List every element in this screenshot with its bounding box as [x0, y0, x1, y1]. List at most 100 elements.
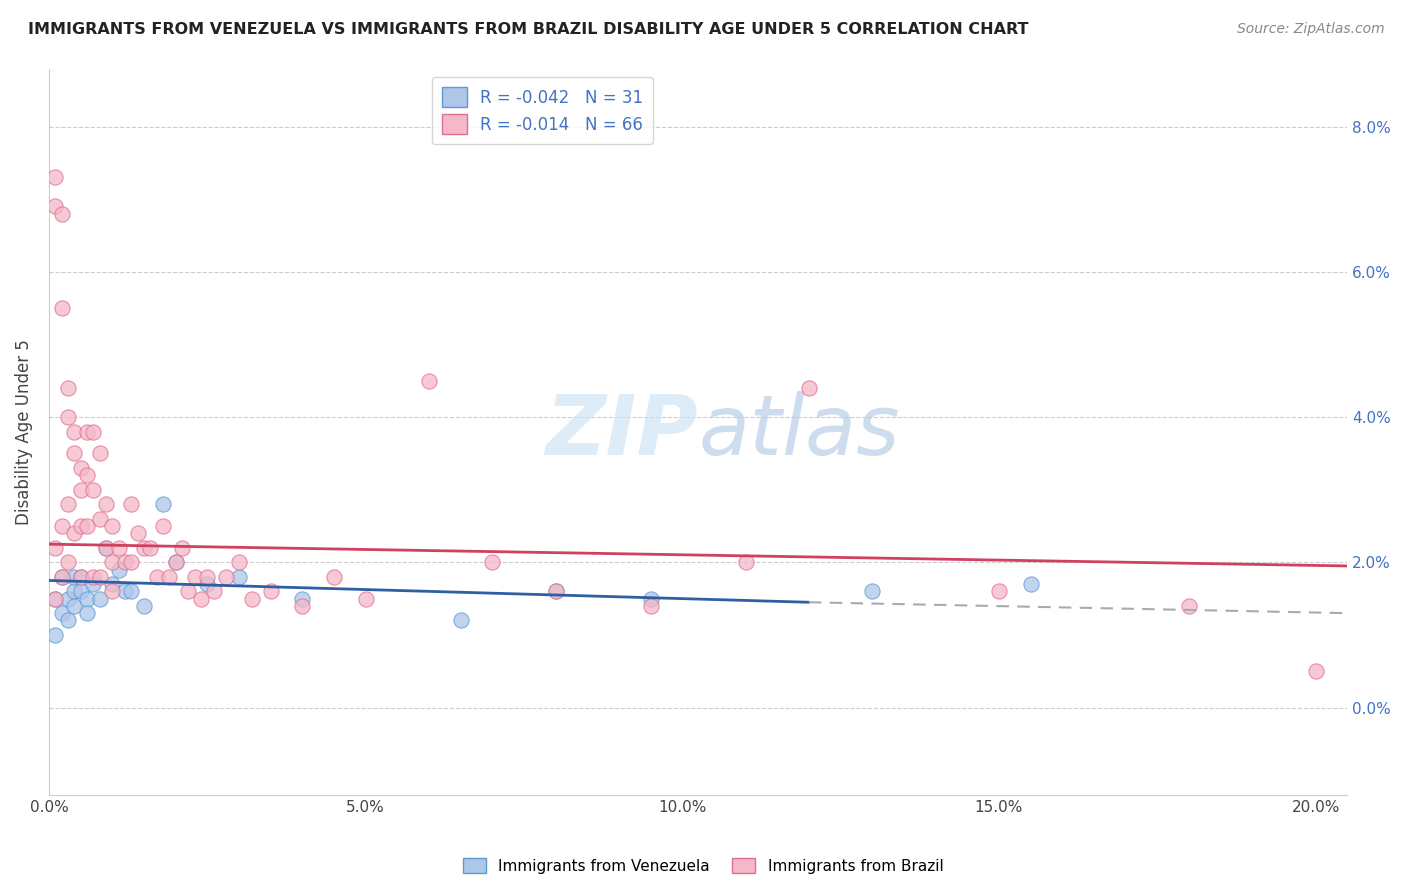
Point — [44, 541, 66, 555]
Point — [1305, 665, 1327, 679]
Point — [76, 591, 98, 606]
Point — [51, 301, 73, 315]
Point — [82, 577, 104, 591]
Point — [120, 584, 142, 599]
Point — [69, 483, 91, 497]
Point — [190, 591, 212, 606]
Point — [101, 584, 124, 599]
Legend: Immigrants from Venezuela, Immigrants from Brazil: Immigrants from Venezuela, Immigrants fr… — [457, 852, 949, 880]
Point — [132, 599, 155, 613]
Point — [291, 599, 314, 613]
Point — [89, 512, 111, 526]
Point — [139, 541, 162, 555]
Y-axis label: Disability Age Under 5: Disability Age Under 5 — [15, 339, 32, 524]
Point — [69, 519, 91, 533]
Point — [89, 591, 111, 606]
Text: atlas: atlas — [699, 391, 900, 472]
Point — [1019, 577, 1042, 591]
Point — [69, 570, 91, 584]
Point — [323, 570, 346, 584]
Point — [450, 614, 472, 628]
Point — [183, 570, 205, 584]
Point — [51, 570, 73, 584]
Point — [195, 570, 218, 584]
Point — [1178, 599, 1201, 613]
Point — [240, 591, 263, 606]
Point — [76, 425, 98, 439]
Point — [69, 570, 91, 584]
Point — [63, 599, 86, 613]
Point — [120, 555, 142, 569]
Point — [228, 555, 250, 569]
Point — [51, 570, 73, 584]
Point — [89, 570, 111, 584]
Point — [215, 570, 238, 584]
Point — [56, 614, 79, 628]
Point — [114, 584, 136, 599]
Point — [63, 425, 86, 439]
Point — [195, 577, 218, 591]
Point — [145, 570, 167, 584]
Point — [82, 425, 104, 439]
Point — [56, 555, 79, 569]
Point — [76, 468, 98, 483]
Point — [82, 570, 104, 584]
Point — [82, 483, 104, 497]
Point — [202, 584, 225, 599]
Point — [152, 519, 174, 533]
Point — [152, 497, 174, 511]
Point — [94, 541, 117, 555]
Text: ZIP: ZIP — [546, 391, 699, 472]
Point — [107, 541, 129, 555]
Point — [56, 381, 79, 395]
Legend: R = -0.042   N = 31, R = -0.014   N = 66: R = -0.042 N = 31, R = -0.014 N = 66 — [432, 77, 652, 145]
Point — [291, 591, 314, 606]
Point — [544, 584, 567, 599]
Point — [544, 584, 567, 599]
Point — [56, 410, 79, 425]
Point — [797, 381, 820, 395]
Point — [640, 591, 662, 606]
Point — [157, 570, 180, 584]
Point — [51, 207, 73, 221]
Point — [734, 555, 756, 569]
Point — [44, 199, 66, 213]
Point — [63, 570, 86, 584]
Point — [228, 570, 250, 584]
Point — [165, 555, 187, 569]
Point — [44, 591, 66, 606]
Point — [56, 497, 79, 511]
Point — [44, 628, 66, 642]
Point — [418, 374, 440, 388]
Point — [259, 584, 281, 599]
Point — [177, 584, 200, 599]
Point — [94, 497, 117, 511]
Point — [63, 584, 86, 599]
Point — [114, 555, 136, 569]
Point — [51, 606, 73, 620]
Point — [44, 170, 66, 185]
Point — [63, 446, 86, 460]
Point — [69, 584, 91, 599]
Point — [101, 577, 124, 591]
Text: Source: ZipAtlas.com: Source: ZipAtlas.com — [1237, 22, 1385, 37]
Point — [132, 541, 155, 555]
Point — [94, 541, 117, 555]
Point — [107, 563, 129, 577]
Point — [170, 541, 193, 555]
Point — [127, 526, 149, 541]
Point — [63, 526, 86, 541]
Point — [860, 584, 883, 599]
Text: IMMIGRANTS FROM VENEZUELA VS IMMIGRANTS FROM BRAZIL DISABILITY AGE UNDER 5 CORRE: IMMIGRANTS FROM VENEZUELA VS IMMIGRANTS … — [28, 22, 1029, 37]
Point — [44, 591, 66, 606]
Point — [89, 446, 111, 460]
Point — [69, 461, 91, 475]
Point — [51, 519, 73, 533]
Point — [481, 555, 503, 569]
Point — [101, 519, 124, 533]
Point — [165, 555, 187, 569]
Point — [640, 599, 662, 613]
Point — [76, 606, 98, 620]
Point — [101, 555, 124, 569]
Point — [354, 591, 377, 606]
